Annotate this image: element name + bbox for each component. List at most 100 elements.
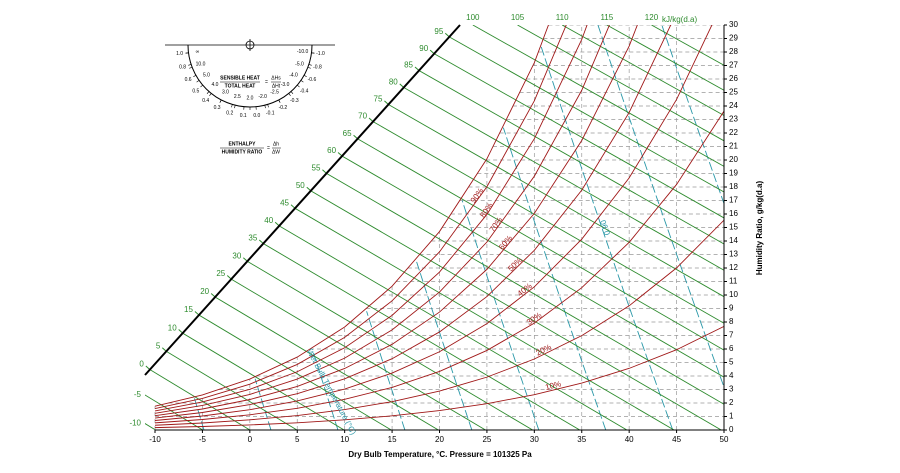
protractor-tick <box>267 104 269 108</box>
enthalpy-line <box>472 25 724 430</box>
protractor-tick <box>308 64 312 66</box>
y-tick-label: 17 <box>729 196 738 205</box>
protractor-outer-label: -0.8 <box>313 65 322 71</box>
rh-label: 10% <box>544 379 562 392</box>
enthalpy-line <box>145 25 675 430</box>
y-tick-label: 22 <box>729 128 738 137</box>
rh-curve <box>154 219 724 426</box>
protractor-outer-label: 1.0 <box>176 51 183 57</box>
y-tick-label: 16 <box>729 209 738 218</box>
protractor-outer-label: 0.2 <box>226 110 233 116</box>
protractor-outer-label: 0.3 <box>214 105 221 111</box>
protractor-tick <box>264 105 266 109</box>
x-tick-label: -5 <box>199 435 207 444</box>
x-tick-label: 10 <box>340 435 349 444</box>
enthalpy-label: 5 <box>156 341 161 350</box>
protractor-tick <box>278 99 281 103</box>
ratio-top: ENTHALPY <box>229 141 257 147</box>
enthalpy-label: 115 <box>600 13 613 22</box>
x-tick-label: 30 <box>530 435 539 444</box>
grid-layer <box>154 25 724 430</box>
y-tick-label: 6 <box>729 344 734 353</box>
x-tick-label: 25 <box>482 435 491 444</box>
saturation-curve <box>154 25 583 407</box>
enthalpy-line <box>517 25 724 430</box>
enthalpy-label: 110 <box>556 13 569 22</box>
protractor-outer-label: -0.2 <box>279 105 288 111</box>
ratio-symbol-bottom: ΔW <box>272 149 280 155</box>
protractor-inner-label: ∞ <box>196 49 200 55</box>
enthalpy-label: 100 <box>466 13 480 22</box>
y-tick-label: 28 <box>729 47 738 56</box>
equals: = <box>267 145 270 151</box>
x-tick-label: 15 <box>388 435 397 444</box>
shr-symbol-top: ΔHs <box>271 75 281 81</box>
enthalpy-label: 60 <box>327 146 336 155</box>
protractor-inner-label: -10.0 <box>297 49 309 55</box>
y-axis-title: Humidity Ratio, g/kg(d.a) <box>755 181 764 276</box>
protractor-outer-label: 0.1 <box>240 113 247 119</box>
enthalpy-line <box>145 25 628 430</box>
protractor-tick <box>290 91 294 94</box>
protractor-inner-label: -5.0 <box>295 61 304 67</box>
protractor-inner-label: -4.0 <box>289 73 298 79</box>
protractor-tick <box>288 93 291 96</box>
protractor-tick <box>196 80 200 83</box>
protractor-tick <box>231 104 233 108</box>
enthalpy-label: 80 <box>389 78 398 87</box>
y-tick-label: 0 <box>729 425 734 434</box>
protractor-outer-label: 0.8 <box>179 65 186 71</box>
y-tick-label: 23 <box>729 115 738 124</box>
y-tick-label: 18 <box>729 182 738 191</box>
y-tick-label: 15 <box>729 223 738 232</box>
protractor-tick <box>188 64 192 66</box>
enthalpy-label: 0 <box>139 360 144 369</box>
y-tick-label: 8 <box>729 317 734 326</box>
enthalpy-line <box>293 25 724 430</box>
x-tick-label: 20 <box>435 435 444 444</box>
x-tick-label: 35 <box>577 435 586 444</box>
ratio-bottom: HUMIDITY RATIO <box>222 149 263 155</box>
protractor-tick <box>189 66 193 69</box>
y-tick-label: 9 <box>729 304 734 313</box>
protractor-tick <box>297 84 300 88</box>
volume-line <box>254 378 272 430</box>
protractor: SENSIBLE HEAT TOTAL HEAT = ΔHs ΔHt ENTHA… <box>165 39 335 155</box>
enthalpy-line <box>145 25 722 430</box>
protractor-outer-label: 0.5 <box>192 88 199 94</box>
protractor-inner-label: 2.5 <box>234 94 241 100</box>
enthalpy-unit: kJ/kg(d.a) <box>662 15 697 24</box>
rh-curve <box>154 25 630 412</box>
enthalpy-label: 25 <box>216 269 225 278</box>
rh-curve <box>154 25 724 421</box>
enthalpy-line <box>338 25 724 430</box>
enthalpy-label: 40 <box>264 216 273 225</box>
y-tick-label: 25 <box>729 88 738 97</box>
enthalpy-label: 35 <box>248 234 257 243</box>
equals: = <box>265 79 268 85</box>
protractor-tick <box>206 91 210 94</box>
y-tick-label: 10 <box>729 290 738 299</box>
shr-symbol-bottom: ΔHt <box>272 83 281 89</box>
protractor-inner-label: -2.0 <box>258 94 267 100</box>
enthalpy-line <box>145 25 298 430</box>
y-tick-label: 20 <box>729 155 738 164</box>
y-tick-label: 12 <box>729 263 738 272</box>
protractor-inner-label: -3.0 <box>281 82 290 88</box>
enthalpy-label: 75 <box>374 95 383 104</box>
y-tick-label: 3 <box>729 385 734 394</box>
x-axis-title: Dry Bulb Temperature, °C. Pressure = 101… <box>348 450 532 459</box>
enthalpy-line <box>145 25 345 430</box>
x-tick-label: 50 <box>720 435 729 444</box>
rh-curve <box>154 25 583 410</box>
enthalpy-line <box>561 25 724 430</box>
protractor-inner-label: 2.0 <box>247 95 254 101</box>
enthalpy-label: 120 <box>645 13 659 22</box>
y-tick-label: 2 <box>729 398 734 407</box>
y-tick-label: 4 <box>729 371 734 380</box>
enthalpy-line <box>145 25 392 430</box>
y-tick-label: 5 <box>729 358 734 367</box>
y-tick-label: 11 <box>729 277 738 286</box>
rh-curve <box>154 25 677 419</box>
